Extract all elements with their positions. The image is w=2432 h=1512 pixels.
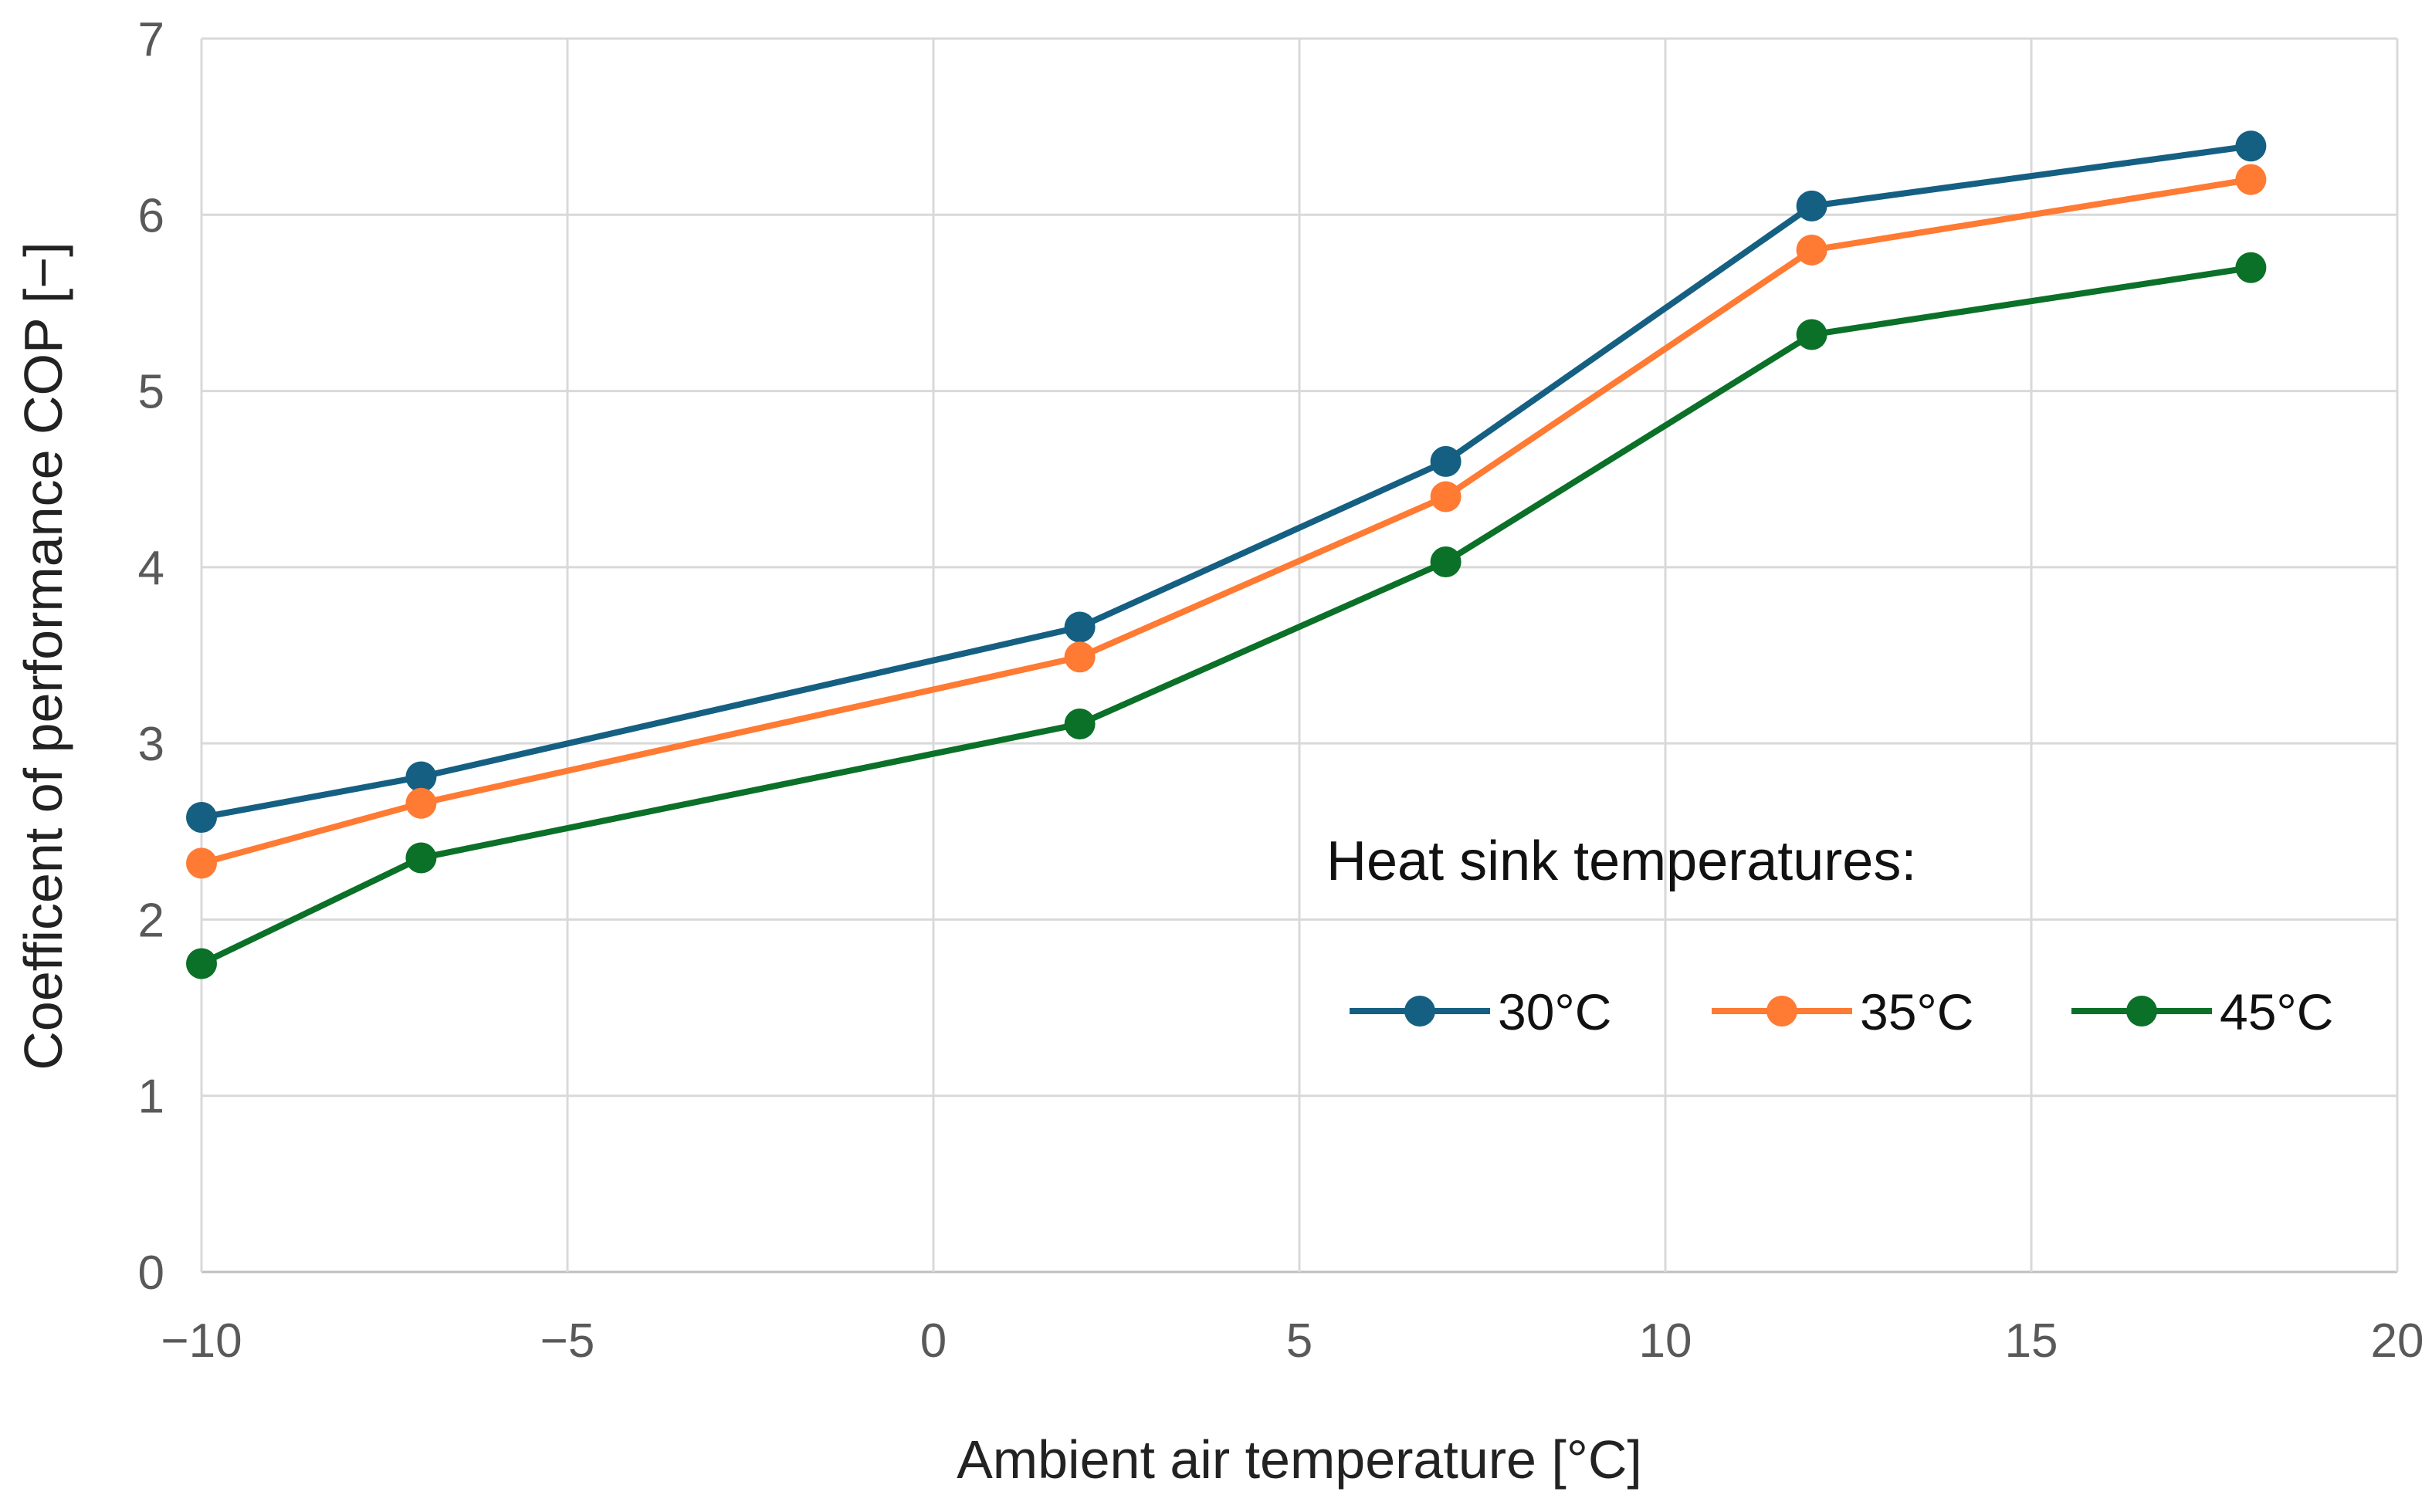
data-point [405, 787, 437, 819]
y-tick-label: 1 [138, 1071, 164, 1124]
legend-label: 35°C [1860, 983, 1973, 1040]
data-point [1430, 481, 1462, 512]
data-point [2235, 252, 2267, 283]
y-tick-label: 5 [138, 366, 164, 419]
x-tick-label: −5 [540, 1314, 595, 1368]
y-tick-label: 4 [138, 542, 164, 595]
legend-title: Heat sink temperatures: [1326, 830, 1916, 892]
x-tick-label: −10 [161, 1314, 242, 1368]
x-axis-title: Ambient air temperature [°C] [957, 1429, 1642, 1490]
data-point [186, 948, 217, 979]
data-point [405, 761, 437, 793]
legend-marker [2126, 996, 2157, 1027]
series-line-30c [201, 143, 2251, 820]
legend-label: 30°C [1498, 983, 1611, 1040]
data-point [2235, 164, 2267, 195]
x-tick-label: 5 [1286, 1314, 1313, 1368]
legend-label: 45°C [2220, 983, 2333, 1040]
data-point [1796, 190, 1827, 222]
y-tick-label: 2 [138, 894, 164, 947]
series-line-35c [200, 176, 2252, 867]
y-axis-title: Coefficent of performance COP [−] [13, 242, 73, 1070]
data-point [1430, 445, 1462, 477]
legend: Heat sink temperatures: 30°C 35°C 45°C [1326, 830, 2333, 1040]
data-point [1064, 709, 1096, 740]
data-point [186, 802, 217, 834]
gridlines [200, 37, 2399, 1274]
y-tick-label: 3 [138, 718, 164, 771]
data-point [405, 842, 437, 874]
x-tick-label: 15 [2005, 1314, 2058, 1368]
y-tick-label: 6 [138, 189, 164, 242]
legend-marker [1766, 996, 1797, 1027]
legend-marker [1404, 996, 1435, 1027]
series-line-45c [200, 264, 2252, 967]
data-point [1064, 611, 1096, 643]
data-point [2235, 130, 2267, 162]
x-tick-label: 0 [920, 1314, 947, 1368]
y-tick-label: 7 [138, 13, 164, 66]
data-point [186, 847, 217, 879]
data-point [1430, 546, 1462, 578]
x-tick-label: 10 [1639, 1314, 1692, 1368]
tick-labels: 0 1 2 3 4 5 6 7 −10 −5 0 5 10 15 20 [138, 13, 2424, 1368]
x-tick-label: 20 [2371, 1314, 2424, 1368]
data-point [1796, 234, 1827, 266]
y-tick-label: 0 [138, 1246, 164, 1300]
series-lines [186, 130, 2267, 979]
data-point [1064, 641, 1096, 673]
data-point [1796, 319, 1827, 350]
